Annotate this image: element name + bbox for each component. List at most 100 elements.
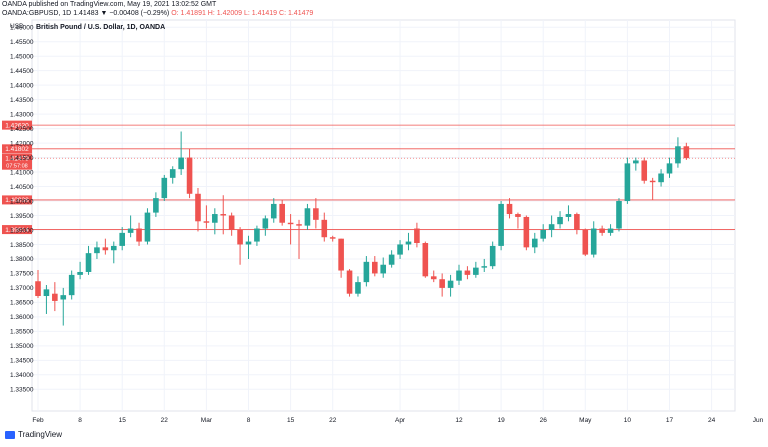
candle[interactable] (228, 212, 235, 236)
candle-body (531, 238, 538, 248)
candle[interactable] (68, 270, 75, 300)
y-tick-label: 1.41000 (10, 169, 34, 176)
candle-body (422, 243, 429, 277)
candle[interactable] (304, 203, 311, 230)
candle[interactable] (355, 276, 361, 297)
candle[interactable] (195, 187, 201, 232)
candle[interactable] (574, 212, 580, 235)
candle[interactable] (397, 240, 403, 259)
candle-body (641, 160, 648, 181)
tradingview-footer[interactable]: TradingView (5, 430, 62, 439)
candle-body (346, 270, 353, 294)
candle[interactable] (464, 266, 471, 280)
candle[interactable] (624, 157, 631, 204)
candle[interactable] (414, 222, 420, 248)
candle[interactable] (110, 241, 117, 264)
candle[interactable] (254, 225, 260, 246)
candle[interactable] (287, 214, 294, 245)
candle[interactable] (237, 227, 243, 265)
candle[interactable] (557, 211, 563, 229)
candle[interactable] (178, 131, 184, 175)
candle[interactable] (447, 274, 454, 297)
candle[interactable] (186, 148, 193, 199)
candle[interactable] (363, 256, 370, 287)
candle[interactable] (506, 198, 513, 219)
x-tick-label: 15 (287, 417, 295, 424)
candle[interactable] (119, 227, 125, 251)
candle[interactable] (212, 208, 218, 235)
candle[interactable] (523, 215, 530, 251)
candle[interactable] (430, 270, 437, 283)
candle[interactable] (321, 212, 328, 242)
candle[interactable] (153, 192, 159, 217)
candle[interactable] (498, 201, 504, 251)
candle[interactable] (422, 241, 429, 278)
candle[interactable] (279, 199, 285, 226)
candle-body (523, 216, 530, 248)
candle[interactable] (94, 241, 100, 259)
candle[interactable] (77, 261, 83, 280)
candle[interactable] (641, 157, 648, 184)
candle[interactable] (481, 258, 488, 272)
ohlc-values: O: 1.41891 H: 1.42009 L: 1.41419 C: 1.41… (171, 10, 314, 17)
candle[interactable] (262, 215, 269, 236)
candle[interactable] (380, 257, 387, 278)
candle-body (675, 146, 681, 164)
last-price-tag (2, 153, 32, 170)
candle[interactable] (439, 273, 445, 297)
candle[interactable] (35, 269, 41, 299)
candle-body (254, 228, 260, 242)
candle-body (380, 264, 387, 274)
candle[interactable] (388, 250, 395, 268)
candle[interactable] (161, 174, 168, 202)
candle[interactable] (136, 222, 142, 246)
candle[interactable] (346, 269, 353, 297)
candle[interactable] (590, 221, 597, 258)
candle[interactable] (270, 198, 277, 223)
candle[interactable] (565, 205, 572, 222)
candle[interactable] (127, 215, 134, 238)
x-tick-label: 26 (540, 417, 548, 424)
candle[interactable] (649, 177, 656, 200)
candle[interactable] (220, 195, 227, 235)
candle[interactable] (515, 212, 521, 229)
candle[interactable] (633, 157, 639, 171)
candle-body (52, 293, 58, 301)
countdown-label: 07:57:08 (6, 164, 27, 170)
candle[interactable] (616, 198, 622, 232)
candle[interactable] (43, 285, 50, 314)
candle[interactable] (489, 241, 496, 270)
candle-body (397, 244, 403, 255)
candle[interactable] (582, 228, 589, 257)
candle-body (94, 247, 100, 254)
candle[interactable] (599, 225, 605, 236)
candle[interactable] (473, 261, 479, 278)
candle[interactable] (540, 224, 546, 242)
candle[interactable] (405, 232, 412, 251)
candle[interactable] (675, 137, 681, 168)
candle[interactable] (548, 215, 555, 238)
candle[interactable] (666, 157, 673, 178)
candle[interactable] (531, 232, 538, 254)
candle[interactable] (338, 238, 344, 278)
candle[interactable] (144, 208, 151, 245)
candle[interactable] (296, 219, 302, 259)
candle[interactable] (169, 166, 176, 184)
candle[interactable] (102, 238, 109, 255)
candle[interactable] (52, 282, 58, 312)
candle[interactable] (683, 142, 690, 160)
candle[interactable] (658, 169, 664, 187)
candle[interactable] (329, 235, 336, 242)
candle-body (329, 237, 336, 239)
candle[interactable] (607, 224, 614, 236)
y-tick-label: 1.40000 (10, 198, 34, 205)
candle[interactable] (203, 205, 210, 229)
candle[interactable] (372, 256, 378, 277)
candle[interactable] (456, 264, 462, 286)
candle[interactable] (85, 245, 92, 275)
currency-label: USD (10, 23, 24, 30)
candle[interactable] (313, 198, 319, 229)
candle[interactable] (60, 287, 67, 326)
candle[interactable] (245, 235, 252, 259)
